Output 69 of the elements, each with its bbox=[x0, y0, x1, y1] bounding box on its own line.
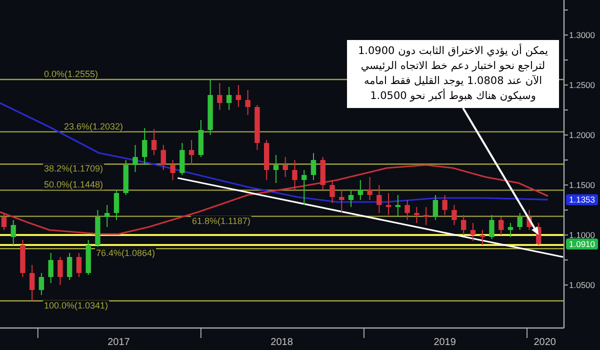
y-tick-label: 1.2000 bbox=[569, 130, 596, 140]
x-tick-label: 2017 bbox=[108, 337, 130, 348]
candlestick bbox=[452, 204, 457, 226]
candlestick bbox=[217, 82, 222, 110]
candlestick bbox=[302, 170, 307, 206]
candlestick bbox=[188, 140, 194, 166]
candlestick bbox=[310, 152, 316, 180]
y-tick-label: 1.2500 bbox=[569, 80, 596, 90]
candlestick bbox=[339, 190, 344, 214]
y-tick-label: 1.0500 bbox=[569, 280, 596, 290]
candlestick bbox=[442, 194, 448, 216]
candlestick bbox=[142, 128, 148, 166]
candlestick bbox=[386, 192, 392, 216]
candlestick bbox=[330, 180, 335, 204]
candlestick bbox=[66, 252, 72, 280]
candlestick bbox=[236, 84, 242, 108]
candlestick bbox=[517, 212, 522, 230]
candlestick bbox=[29, 264, 35, 302]
line-series bbox=[0, 102, 549, 203]
x-tick-label: 2018 bbox=[270, 337, 294, 348]
line-series bbox=[0, 164, 549, 235]
candlestick bbox=[132, 144, 138, 172]
candlestick bbox=[395, 194, 401, 218]
candlestick bbox=[273, 154, 279, 184]
annotation: 1.0910 bbox=[569, 239, 596, 249]
candlestick bbox=[170, 160, 176, 180]
candlestick bbox=[470, 222, 476, 242]
candlestick bbox=[114, 190, 120, 220]
candlestick bbox=[404, 200, 410, 220]
candlestick bbox=[282, 156, 288, 178]
candlestick bbox=[10, 220, 16, 246]
candlestick bbox=[151, 128, 157, 156]
y-tick-label: 1.1000 bbox=[569, 230, 596, 240]
candlestick bbox=[48, 252, 54, 284]
ref-line-label: 23.6%(1.2032) bbox=[64, 121, 124, 132]
ref-line-label: 100.0%(1.0341) bbox=[44, 300, 108, 310]
candlestick bbox=[226, 86, 232, 110]
ref-line-label: 50.0%(1.1448) bbox=[44, 180, 104, 190]
candlestick bbox=[104, 204, 110, 228]
ref-line-label: 38.2%(1.1709) bbox=[44, 164, 104, 174]
candlestick bbox=[414, 206, 420, 224]
candlestick bbox=[508, 222, 514, 238]
candlestick bbox=[58, 256, 63, 286]
candlestick bbox=[367, 176, 372, 200]
annotation: 1.1353 bbox=[569, 194, 596, 205]
candlestick bbox=[376, 184, 382, 214]
y-tick-label: 1.3000 bbox=[569, 30, 596, 40]
ref-line-label: 76.4%(1.0864) bbox=[96, 248, 156, 258]
candlestick bbox=[245, 90, 250, 116]
candlestick bbox=[423, 206, 429, 226]
annotation: يمكن أن يؤدي الاختراق الثابت دون 1.0900 لتراجع نحو اختبار دعم خط الاتجاه الرئيسي الآن عند 1.0808 يوجد القليل فقط امامه وسيكون هناك هبوط أكبر نحو 1.0500 bbox=[347, 40, 559, 108]
candlestick bbox=[38, 272, 44, 296]
candlestick bbox=[348, 190, 354, 208]
candlestick bbox=[460, 214, 466, 236]
candlestick bbox=[76, 252, 82, 278]
candlestick bbox=[489, 214, 494, 240]
ref-line-label: 0.0%(1.2555) bbox=[44, 69, 98, 79]
ref-line-label: 61.8%(1.1187) bbox=[192, 216, 250, 226]
candlestick bbox=[432, 194, 438, 220]
candlestick bbox=[358, 180, 363, 200]
candlestick bbox=[292, 160, 298, 190]
y-tick-label: 1.1500 bbox=[569, 180, 596, 190]
candlestick bbox=[160, 144, 166, 170]
x-tick-label: 2020 bbox=[534, 337, 556, 348]
x-tick-label: 2019 bbox=[434, 337, 456, 348]
candlestick bbox=[1, 212, 7, 230]
candlestick bbox=[480, 230, 485, 246]
candlestick bbox=[498, 216, 504, 236]
candlestick bbox=[180, 142, 185, 176]
